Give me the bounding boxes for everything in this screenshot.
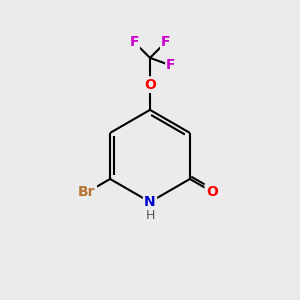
Text: Br: Br bbox=[78, 185, 96, 200]
Text: O: O bbox=[206, 184, 218, 199]
Text: H: H bbox=[145, 209, 155, 222]
Text: F: F bbox=[166, 58, 176, 73]
Text: F: F bbox=[161, 35, 170, 49]
Text: N: N bbox=[144, 195, 156, 209]
Text: F: F bbox=[130, 35, 139, 49]
Text: O: O bbox=[144, 78, 156, 92]
